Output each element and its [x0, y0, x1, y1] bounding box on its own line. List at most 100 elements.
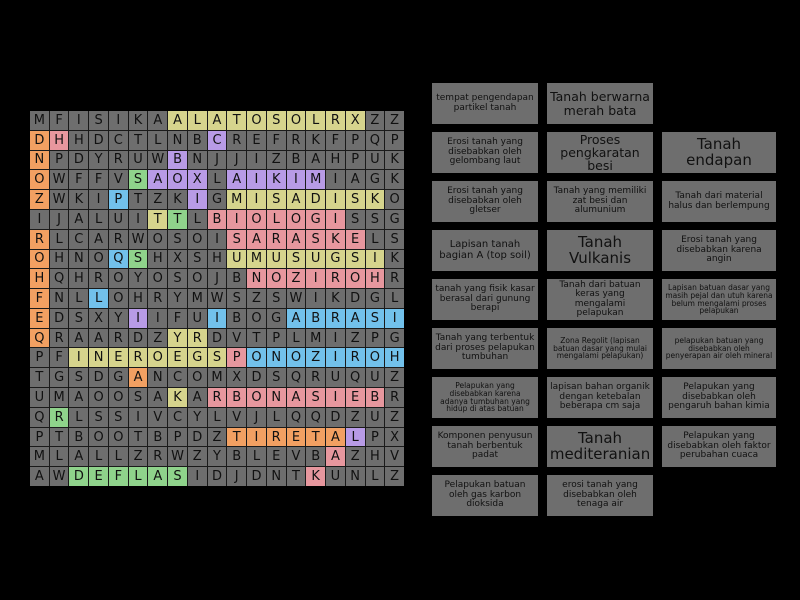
grid-letter-cell[interactable]: R — [326, 269, 345, 289]
grid-letter-cell[interactable]: S — [227, 229, 247, 249]
grid-letter-cell[interactable]: O — [148, 269, 168, 289]
grid-letter-cell[interactable]: Z — [345, 407, 365, 427]
grid-letter-cell[interactable]: U — [108, 209, 128, 229]
grid-letter-cell[interactable]: B — [365, 388, 385, 407]
grid-letter-cell[interactable]: D — [128, 328, 148, 348]
grid-letter-cell[interactable]: K — [326, 229, 345, 249]
grid-letter-cell[interactable]: H — [385, 348, 404, 368]
grid-letter-cell[interactable]: K — [306, 130, 326, 150]
grid-letter-cell[interactable]: L — [306, 111, 326, 130]
grid-letter-cell[interactable]: D — [89, 368, 108, 388]
grid-letter-cell[interactable]: M — [247, 249, 266, 269]
grid-letter-cell[interactable]: O — [247, 209, 266, 229]
grid-letter-cell[interactable]: I — [326, 348, 345, 368]
grid-letter-cell[interactable]: N — [266, 467, 286, 486]
grid-letter-cell[interactable]: P — [365, 427, 385, 447]
grid-letter-cell[interactable]: Y — [89, 150, 108, 170]
grid-letter-cell[interactable]: O — [30, 170, 49, 190]
grid-letter-cell[interactable]: F — [89, 170, 108, 190]
grid-letter-cell[interactable]: F — [69, 170, 89, 190]
grid-letter-cell[interactable]: O — [108, 269, 128, 289]
grid-letter-cell[interactable]: D — [247, 467, 266, 486]
grid-letter-cell[interactable]: K — [128, 111, 148, 130]
grid-letter-cell[interactable]: O — [108, 388, 128, 407]
grid-letter-cell[interactable]: S — [69, 308, 89, 328]
grid-letter-cell[interactable]: Q — [286, 407, 306, 427]
grid-letter-cell[interactable]: U — [326, 467, 345, 486]
clue-card[interactable]: Tanah berwarna merah bata — [547, 83, 653, 124]
grid-letter-cell[interactable]: A — [286, 229, 306, 249]
grid-letter-cell[interactable]: O — [148, 229, 168, 249]
grid-letter-cell[interactable]: S — [306, 388, 326, 407]
grid-letter-cell[interactable]: I — [365, 249, 385, 269]
grid-letter-cell[interactable]: I — [148, 308, 168, 328]
grid-letter-cell[interactable]: L — [266, 407, 286, 427]
grid-letter-cell[interactable]: P — [227, 348, 247, 368]
grid-letter-cell[interactable]: P — [30, 427, 49, 447]
grid-letter-cell[interactable]: N — [187, 150, 207, 170]
grid-letter-cell[interactable]: I — [128, 407, 148, 427]
grid-letter-cell[interactable]: M — [227, 190, 247, 209]
clue-card[interactable]: lapisan bahan organik dengan ketebalan b… — [547, 377, 653, 418]
grid-letter-cell[interactable]: R — [385, 388, 404, 407]
grid-letter-cell[interactable]: S — [168, 467, 187, 486]
grid-letter-cell[interactable]: S — [345, 190, 365, 209]
grid-letter-cell[interactable]: L — [345, 427, 365, 447]
grid-letter-cell[interactable]: O — [89, 427, 108, 447]
grid-letter-cell[interactable]: T — [128, 427, 148, 447]
grid-letter-cell[interactable]: J — [247, 407, 266, 427]
grid-letter-cell[interactable]: O — [168, 170, 187, 190]
grid-letter-cell[interactable]: E — [168, 348, 187, 368]
clue-card[interactable]: Zona Regolit (lapisan batuan dasar yang … — [547, 328, 653, 369]
grid-letter-cell[interactable]: R — [128, 348, 148, 368]
grid-letter-cell[interactable]: V — [385, 447, 404, 467]
grid-letter-cell[interactable]: Z — [148, 328, 168, 348]
grid-letter-cell[interactable]: B — [227, 388, 247, 407]
grid-letter-cell[interactable]: S — [345, 209, 365, 229]
grid-letter-cell[interactable]: R — [385, 269, 404, 289]
grid-letter-cell[interactable]: I — [326, 209, 345, 229]
grid-letter-cell[interactable]: E — [286, 427, 306, 447]
grid-letter-cell[interactable]: O — [286, 209, 306, 229]
grid-letter-cell[interactable]: D — [247, 368, 266, 388]
grid-letter-cell[interactable]: P — [385, 130, 404, 150]
grid-letter-cell[interactable]: U — [30, 388, 49, 407]
grid-letter-cell[interactable]: K — [365, 190, 385, 209]
grid-letter-cell[interactable]: I — [128, 308, 148, 328]
grid-letter-cell[interactable]: U — [326, 368, 345, 388]
grid-letter-cell[interactable]: A — [207, 111, 227, 130]
grid-letter-cell[interactable]: M — [306, 170, 326, 190]
grid-letter-cell[interactable]: L — [108, 447, 128, 467]
grid-letter-cell[interactable]: O — [345, 269, 365, 289]
grid-letter-cell[interactable]: X — [168, 249, 187, 269]
grid-letter-cell[interactable]: B — [148, 427, 168, 447]
grid-letter-cell[interactable]: C — [108, 130, 128, 150]
grid-letter-cell[interactable]: O — [148, 348, 168, 368]
grid-letter-cell[interactable]: D — [326, 407, 345, 427]
grid-letter-cell[interactable]: T — [247, 328, 266, 348]
grid-letter-cell[interactable]: L — [207, 407, 227, 427]
grid-letter-cell[interactable]: E — [345, 229, 365, 249]
grid-letter-cell[interactable]: R — [49, 407, 69, 427]
grid-letter-cell[interactable]: W — [207, 289, 227, 308]
grid-letter-cell[interactable]: F — [266, 130, 286, 150]
grid-letter-cell[interactable]: E — [345, 388, 365, 407]
grid-letter-cell[interactable]: P — [365, 328, 385, 348]
grid-letter-cell[interactable]: U — [266, 249, 286, 269]
grid-letter-cell[interactable]: R — [207, 388, 227, 407]
grid-letter-cell[interactable]: S — [385, 229, 404, 249]
grid-letter-cell[interactable]: G — [266, 308, 286, 328]
grid-letter-cell[interactable]: A — [345, 170, 365, 190]
grid-letter-cell[interactable]: L — [247, 447, 266, 467]
grid-letter-cell[interactable]: N — [89, 348, 108, 368]
grid-letter-cell[interactable]: R — [266, 427, 286, 447]
grid-letter-cell[interactable]: R — [148, 447, 168, 467]
grid-letter-cell[interactable]: J — [207, 150, 227, 170]
grid-letter-cell[interactable]: I — [385, 308, 404, 328]
grid-letter-cell[interactable]: I — [286, 170, 306, 190]
grid-letter-cell[interactable]: Q — [306, 407, 326, 427]
grid-letter-cell[interactable]: I — [187, 467, 207, 486]
grid-letter-cell[interactable]: X — [227, 368, 247, 388]
grid-letter-cell[interactable]: T — [227, 427, 247, 447]
grid-letter-cell[interactable]: L — [385, 289, 404, 308]
